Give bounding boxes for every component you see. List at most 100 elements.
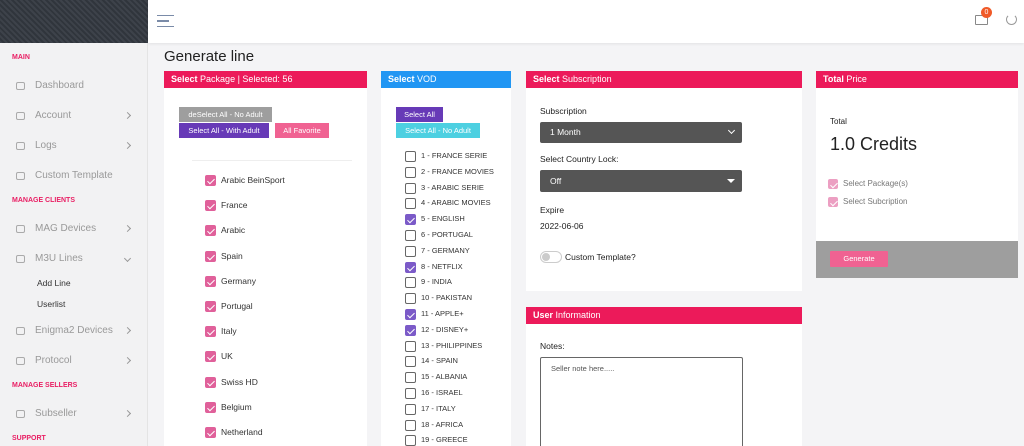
vod-label: 14 - SPAIN <box>421 356 458 366</box>
button[interactable]: All Favorite <box>275 123 329 138</box>
checkbox[interactable] <box>405 261 416 273</box>
vod-label: 5 - ENGLISH <box>421 214 465 224</box>
checkbox[interactable] <box>405 230 416 241</box>
sidebar-section: SUPPORT <box>12 435 46 442</box>
card-header: User Information <box>526 307 802 324</box>
header-rest: VOD <box>417 74 437 84</box>
checkbox[interactable] <box>405 309 416 320</box>
button[interactable]: Select All - No Adult <box>396 123 480 138</box>
checkbox[interactable] <box>405 324 416 336</box>
card-header: Select VOD <box>381 71 511 88</box>
package-label: Germany <box>221 275 256 286</box>
select[interactable]: Off <box>540 170 742 192</box>
label: Subscription <box>540 106 587 116</box>
notes-placeholder: Seller note here..... <box>551 364 615 373</box>
vod-label: 3 - ARABIC SERIE <box>421 182 484 192</box>
sidebar-section: MANAGE SELLERS <box>12 382 78 389</box>
checkbox[interactable] <box>205 351 216 363</box>
checkbox[interactable] <box>205 301 216 312</box>
checkbox[interactable] <box>205 326 216 338</box>
header-bold: Total <box>823 74 844 84</box>
power-icon[interactable] <box>1006 14 1017 25</box>
button[interactable]: Select All <box>396 107 443 122</box>
select[interactable]: 1 Month <box>540 122 742 143</box>
package-label: Netherland <box>221 427 263 437</box>
vod-label: 4 - ARABIC MOVIES <box>421 198 491 208</box>
button[interactable]: Select All - With Adult <box>179 123 269 138</box>
vod-label: 10 - PAKISTAN <box>421 293 472 303</box>
sidebar-item[interactable]: Enigma2 Devices <box>35 325 113 336</box>
button[interactable]: deSelect All - No Adult <box>179 107 272 122</box>
sidebar-item[interactable]: Subseller <box>35 408 77 419</box>
sidebar-item[interactable]: Protocol <box>35 355 72 366</box>
checkbox[interactable] <box>205 427 216 438</box>
checkbox <box>828 197 838 207</box>
checkbox[interactable] <box>405 372 416 384</box>
sidebar-subitem[interactable]: Add Line <box>37 278 71 288</box>
topbar <box>148 0 1024 43</box>
checkbox[interactable] <box>405 277 416 289</box>
card-header: Total Price <box>816 71 1018 88</box>
user-card <box>526 307 802 446</box>
checkbox[interactable] <box>205 401 216 413</box>
checkbox[interactable] <box>205 175 216 186</box>
toggle[interactable] <box>540 251 562 263</box>
vod-label: 7 - GERMANY <box>421 245 470 255</box>
checkbox[interactable] <box>205 250 216 262</box>
package-label: Arabic BeinSport <box>221 175 285 185</box>
notes-textarea[interactable]: Seller note here..... <box>540 357 743 446</box>
package-label: Italy <box>221 326 237 337</box>
sidebar-item[interactable]: Dashboard <box>35 80 84 91</box>
label: Expire <box>540 205 565 215</box>
checkbox[interactable] <box>405 166 416 178</box>
checkbox[interactable] <box>405 198 416 210</box>
checkbox[interactable] <box>405 214 416 226</box>
sidebar-icon <box>16 410 25 418</box>
checkbox[interactable] <box>205 200 216 212</box>
sidebar-section: MAIN <box>12 54 30 61</box>
sidebar-item[interactable]: Account <box>35 110 72 121</box>
package-label: UK <box>221 351 233 362</box>
checkbox[interactable] <box>405 340 416 352</box>
sidebar-item[interactable]: Custom Template <box>35 170 113 181</box>
sidebar-item[interactable]: M3U Lines <box>35 253 83 264</box>
package-label: Arabic <box>221 225 246 236</box>
menu-toggle-bar <box>157 20 169 22</box>
header-rest: Package | Selected: 56 <box>200 74 293 84</box>
sidebar-icon <box>16 172 25 180</box>
checkbox[interactable] <box>405 245 416 257</box>
header-rest: Subscription <box>562 74 612 84</box>
sidebar-item[interactable]: Logs <box>35 140 57 151</box>
sidebar-section: MANAGE CLIENTS <box>12 197 75 204</box>
checkbox[interactable] <box>405 435 416 446</box>
menu-toggle[interactable] <box>157 15 174 27</box>
label: Select Country Lock: <box>540 154 619 164</box>
checkbox[interactable] <box>405 356 416 368</box>
card-header: Select Package | Selected: 56 <box>164 71 367 88</box>
generate-button[interactable]: Generate <box>830 251 888 267</box>
package-label: Portugal <box>221 301 253 311</box>
checkbox[interactable] <box>405 151 416 162</box>
header-bold: Select <box>388 74 415 84</box>
expire-value: 2022-06-06 <box>540 221 584 231</box>
sidebar-icon <box>16 142 25 150</box>
sidebar-subitem[interactable]: Userlist <box>37 299 66 309</box>
checkbox[interactable] <box>205 376 216 388</box>
select-caret <box>727 126 736 135</box>
checkbox[interactable] <box>205 225 216 237</box>
checkbox[interactable] <box>405 403 416 415</box>
total-value: 1.0 Credits <box>830 134 918 154</box>
checkbox[interactable] <box>205 275 216 287</box>
checkbox[interactable] <box>405 293 416 305</box>
sidebar-item[interactable]: MAG Devices <box>35 223 97 234</box>
checkbox[interactable] <box>405 419 416 431</box>
package-label: Belgium <box>221 401 252 412</box>
page-title: Generate line <box>164 48 255 65</box>
label: Notes: <box>540 341 565 351</box>
select-value: 1 Month <box>550 127 581 137</box>
checkbox[interactable] <box>405 182 416 194</box>
checkbox <box>828 179 838 189</box>
vod-label: 6 - PORTUGAL <box>421 230 473 239</box>
vod-label: 11 - APPLE+ <box>421 309 464 318</box>
checkbox[interactable] <box>405 388 416 399</box>
